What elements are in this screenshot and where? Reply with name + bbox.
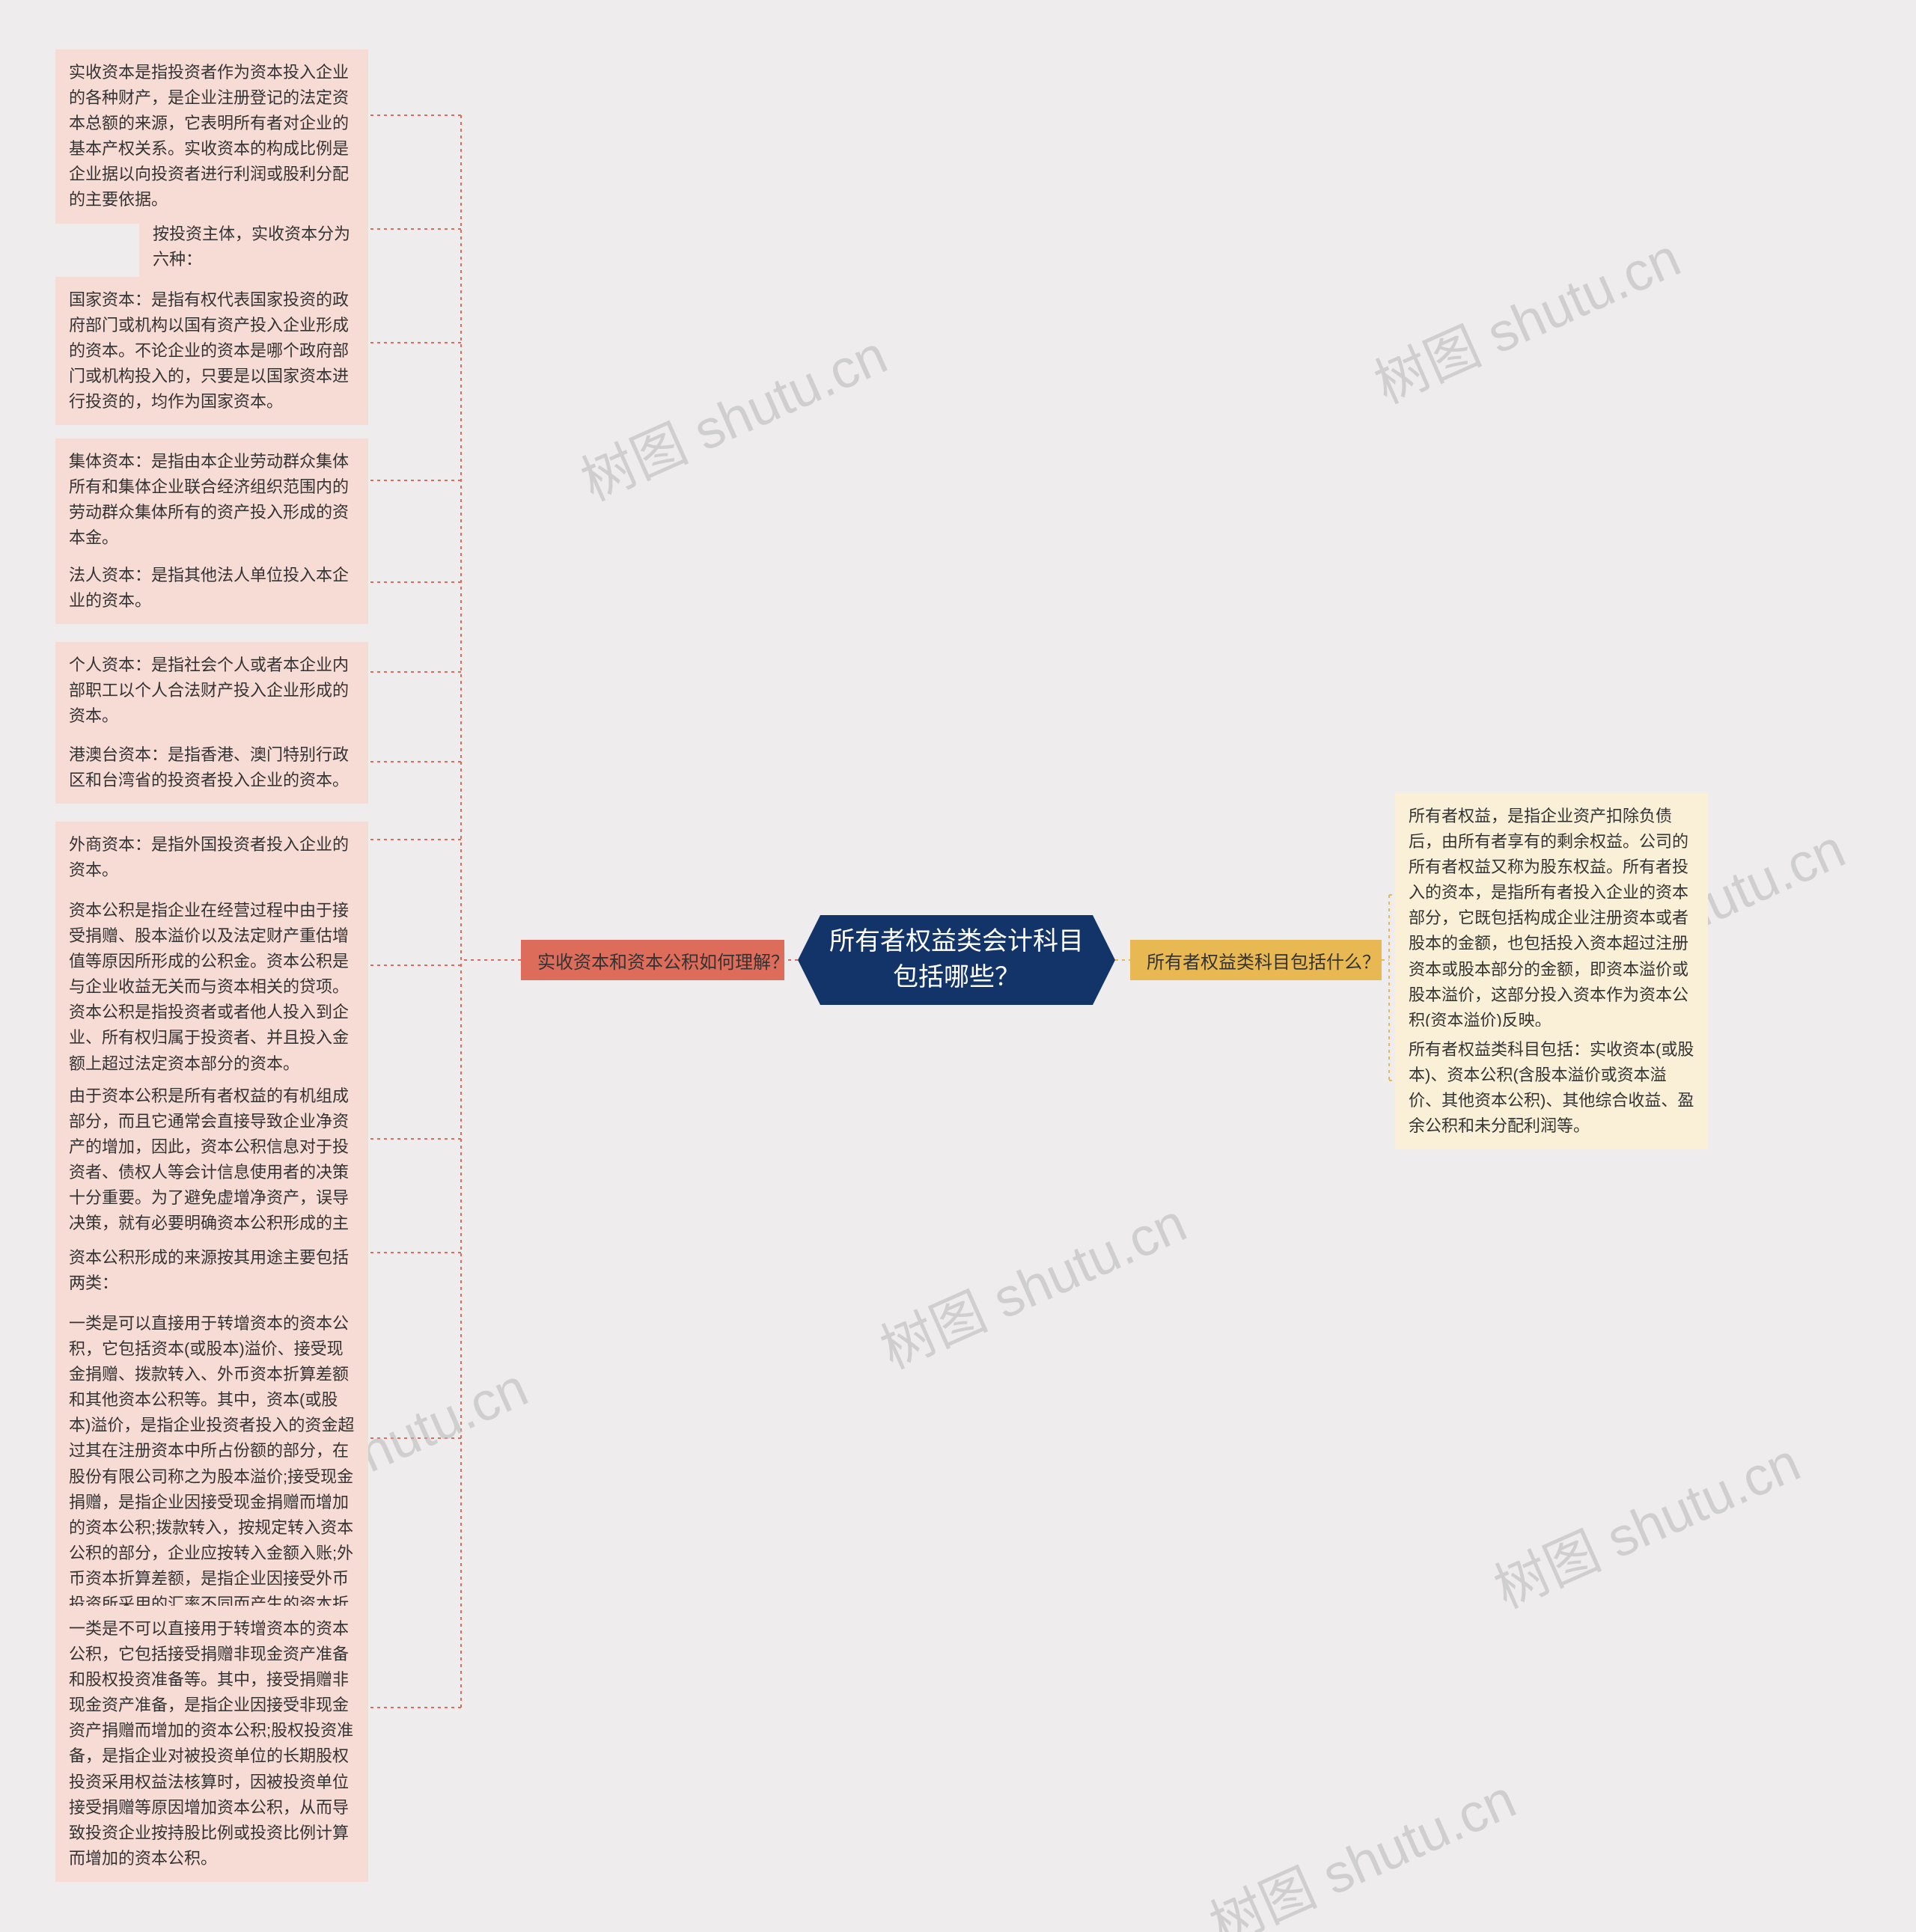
leaf-left-7[interactable]: 外商资本：是指外国投资者投入企业的资本。 — [55, 822, 368, 893]
branch-left[interactable]: 实收资本和资本公积如何理解？ — [521, 940, 784, 980]
leaf-left-2[interactable]: 国家资本：是指有权代表国家投资的政府部门或机构以国有资产投入企业形成的资本。不论… — [55, 277, 368, 425]
watermark: 树图 shutu.cn — [867, 1179, 1197, 1384]
leaf-right-0[interactable]: 所有者权益，是指企业资产扣除负债后，由所有者享有的剩余权益。公司的所有者权益又称… — [1395, 793, 1708, 1044]
leaf-left-6[interactable]: 港澳台资本：是指香港、澳门特别行政区和台湾省的投资者投入企业的资本。 — [55, 732, 368, 804]
leaf-left-0[interactable]: 实收资本是指投资者作为资本投入企业的各种财产，是企业注册登记的法定资本总额的来源… — [55, 49, 368, 224]
watermark: 树图 shutu.cn — [1361, 214, 1691, 418]
center-topic[interactable]: 所有者权益类会计科目包括哪些？ — [798, 915, 1115, 1005]
leaf-left-5[interactable]: 个人资本：是指社会个人或者本企业内部职工以个人合法财产投入企业形成的资本。 — [55, 642, 368, 739]
branch-right[interactable]: 所有者权益类科目包括什么？ — [1130, 940, 1382, 980]
leaf-left-8[interactable]: 资本公积是指企业在经营过程中由于接受捐赠、股本溢价以及法定财产重估增值等原因所形… — [55, 887, 368, 1087]
leaf-left-12[interactable]: 一类是不可以直接用于转增资本的资本公积，它包括接受捐赠非现金资产准备和股权投资准… — [55, 1606, 368, 1882]
watermark: 树图 shutu.cn — [567, 311, 897, 516]
watermark: 树图 shutu.cn — [1480, 1419, 1810, 1623]
leaf-left-10[interactable]: 资本公积形成的来源按其用途主要包括两类： — [55, 1235, 368, 1306]
leaf-left-3[interactable]: 集体资本：是指由本企业劳动群众集体所有和集体企业联合经济组织范围内的劳动群众集体… — [55, 438, 368, 561]
leaf-right-1[interactable]: 所有者权益类科目包括：实收资本(或股本)、资本公积(含股本溢价或资本溢价、其他资… — [1395, 1027, 1708, 1149]
leaf-left-1[interactable]: 按投资主体，实收资本分为六种： — [139, 211, 368, 283]
leaf-left-4[interactable]: 法人资本：是指其他法人单位投入本企业的资本。 — [55, 552, 368, 624]
watermark: 树图 shutu.cn — [1196, 1755, 1526, 1932]
mindmap-canvas: 树图 shutu.cn 树图 shutu.cn 树图 shutu.cn 树图 shut… — [0, 0, 1916, 1932]
